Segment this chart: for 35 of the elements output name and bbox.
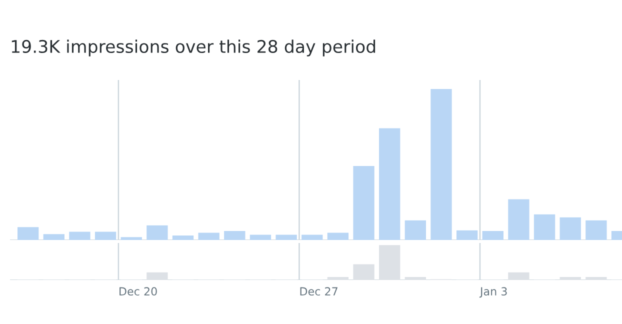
chart-title: 19.3K impressions over this 28 day period bbox=[12, 40, 376, 56]
bar bbox=[560, 277, 581, 280]
bar bbox=[276, 234, 297, 240]
bar bbox=[172, 235, 194, 240]
bar bbox=[302, 234, 323, 240]
bar bbox=[404, 220, 426, 240]
bar bbox=[17, 227, 39, 240]
bar bbox=[379, 245, 400, 280]
bar bbox=[430, 89, 452, 240]
bar bbox=[586, 277, 607, 280]
bar bbox=[586, 220, 607, 240]
bar bbox=[560, 217, 581, 240]
bar bbox=[353, 264, 374, 280]
bar bbox=[404, 277, 426, 280]
x-tick-label: Jan 3 bbox=[479, 287, 507, 298]
x-tick-label: Dec 20 bbox=[120, 287, 157, 296]
bar bbox=[353, 166, 374, 240]
bar bbox=[379, 128, 400, 240]
bar bbox=[146, 272, 168, 280]
bar bbox=[508, 199, 530, 240]
bar bbox=[534, 214, 556, 240]
bar bbox=[508, 272, 530, 280]
bar bbox=[250, 234, 272, 240]
bar bbox=[146, 225, 168, 240]
bar bbox=[198, 232, 220, 240]
bar bbox=[120, 237, 142, 240]
bar bbox=[327, 232, 349, 240]
bar bbox=[224, 230, 246, 240]
bar bbox=[69, 232, 90, 240]
bar bbox=[94, 232, 116, 240]
x-tick-label: Dec 27 bbox=[300, 287, 338, 296]
bar bbox=[456, 230, 478, 240]
bar bbox=[43, 234, 64, 240]
bar bbox=[327, 277, 349, 280]
bar bbox=[482, 230, 504, 240]
